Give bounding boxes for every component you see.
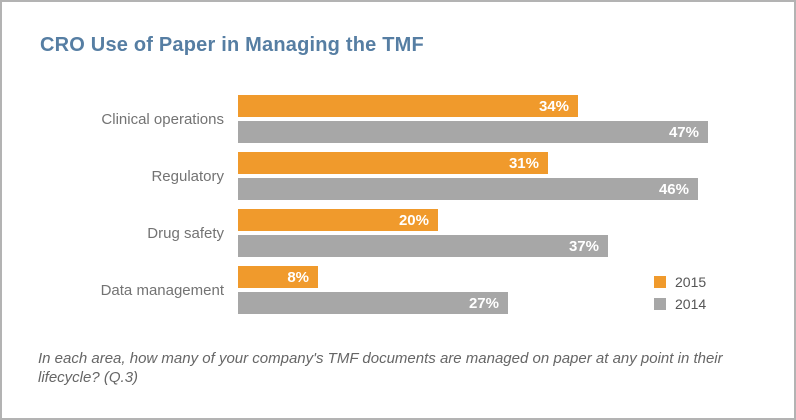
bar-group: Clinical operations 34% 47%	[2, 95, 794, 143]
legend-swatch-icon	[654, 297, 666, 310]
category-label: Regulatory	[151, 167, 224, 185]
bar-group: Data management 8% 27%	[2, 266, 794, 314]
bar-2015: 31%	[238, 152, 548, 174]
bar-2015: 34%	[238, 95, 578, 117]
category-label: Data management	[100, 281, 224, 299]
bar-value-label: 27%	[468, 294, 499, 312]
bar-2014: 37%	[238, 235, 608, 257]
bar-value-label: 37%	[568, 237, 599, 255]
chart-title: CRO Use of Paper in Managing the TMF	[40, 34, 424, 56]
chart-rows: Clinical operations 34% 47% Regulatory 31% 46…	[2, 95, 794, 323]
bar-value-label: 20%	[398, 211, 429, 229]
bar-2014: 47%	[238, 121, 708, 143]
bar-2015: 20%	[238, 209, 438, 231]
bar-2014: 46%	[238, 178, 698, 200]
bar-2015: 8%	[238, 266, 318, 288]
bar-2014: 27%	[238, 292, 508, 314]
bar-value-label: 8%	[287, 268, 309, 286]
bar-group: Regulatory 31% 46%	[2, 152, 794, 200]
bar-value-label: 34%	[538, 97, 569, 115]
category-label: Clinical operations	[101, 110, 224, 128]
legend-item-2015: 2015	[654, 273, 706, 290]
category-label: Drug safety	[147, 224, 224, 242]
legend: 2015 2014	[654, 273, 706, 317]
bar-value-label: 31%	[508, 154, 539, 172]
legend-label: 2014	[675, 295, 707, 312]
bar-value-label: 47%	[668, 123, 699, 141]
bar-value-label: 46%	[658, 180, 689, 198]
bar-group: Drug safety 20% 37%	[2, 209, 794, 257]
legend-label: 2015	[675, 273, 707, 290]
legend-item-2014: 2014	[654, 295, 706, 312]
footnote: In each area, how many of your company's…	[38, 350, 723, 386]
legend-swatch-icon	[654, 275, 666, 288]
